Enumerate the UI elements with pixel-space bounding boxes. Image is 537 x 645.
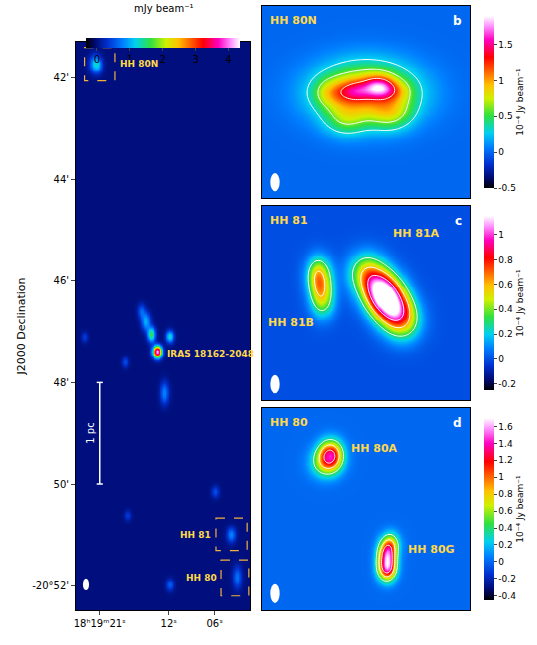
svg-text:48': 48' [54, 377, 69, 388]
svg-text:12ˢ: 12ˢ [161, 618, 178, 629]
svg-text:J2000 Declination: J2000 Declination [15, 278, 28, 376]
svg-text:1.5: 1.5 [498, 40, 512, 50]
svg-text:0: 0 [498, 354, 504, 364]
svg-text:0.6: 0.6 [498, 280, 513, 290]
svg-text:10⁻⁴ Jy beam⁻¹: 10⁻⁴ Jy beam⁻¹ [515, 68, 525, 136]
svg-text:1.4: 1.4 [498, 439, 513, 449]
svg-text:HH 80N: HH 80N [120, 59, 158, 69]
svg-text:0.2: 0.2 [498, 540, 512, 550]
svg-text:b: b [453, 14, 462, 28]
svg-text:-0.2: -0.2 [498, 379, 516, 389]
svg-text:0.4: 0.4 [498, 523, 513, 533]
svg-text:HH 81: HH 81 [180, 530, 211, 540]
svg-text:-20°52': -20°52' [32, 580, 69, 591]
svg-text:c: c [455, 214, 462, 228]
svg-text:10⁻⁴ Jy beam⁻¹: 10⁻⁴ Jy beam⁻¹ [515, 269, 525, 337]
svg-text:0.8: 0.8 [498, 489, 513, 499]
svg-text:10⁻⁴ Jy beam⁻¹: 10⁻⁴ Jy beam⁻¹ [515, 475, 525, 543]
svg-text:0.4: 0.4 [498, 304, 513, 314]
svg-text:1.6: 1.6 [498, 422, 513, 432]
svg-text:-0.4: -0.4 [498, 591, 516, 601]
svg-text:18ʰ19ᵐ21ˢ: 18ʰ19ᵐ21ˢ [74, 618, 126, 629]
svg-text:42': 42' [54, 72, 69, 83]
svg-text:HH 81B: HH 81B [268, 316, 314, 329]
svg-text:HH 80A: HH 80A [351, 442, 398, 455]
svg-text:-0.5: -0.5 [498, 183, 516, 193]
svg-text:1: 1 [498, 472, 504, 482]
svg-text:50': 50' [54, 479, 69, 490]
svg-text:HH 81: HH 81 [270, 214, 308, 227]
svg-text:0.8: 0.8 [498, 255, 513, 265]
svg-text:HH 80: HH 80 [186, 573, 217, 583]
svg-text:1: 1 [127, 54, 133, 65]
svg-text:0: 0 [94, 54, 100, 65]
svg-text:HH 80N: HH 80N [270, 14, 317, 27]
svg-text:mJy beam⁻¹: mJy beam⁻¹ [134, 3, 193, 14]
svg-text:0: 0 [498, 557, 504, 567]
svg-text:3: 3 [192, 54, 198, 65]
svg-text:44': 44' [54, 174, 69, 185]
svg-text:0.5: 0.5 [498, 111, 512, 121]
svg-text:HH 80: HH 80 [270, 416, 308, 429]
svg-text:HH 80G: HH 80G [408, 543, 455, 556]
svg-text:4: 4 [225, 54, 231, 65]
svg-text:d: d [453, 416, 462, 430]
svg-text:-0.2: -0.2 [498, 574, 516, 584]
svg-text:1: 1 [498, 230, 504, 240]
svg-text:1.2: 1.2 [498, 455, 512, 465]
svg-text:2: 2 [159, 54, 165, 65]
svg-text:1: 1 [498, 76, 504, 86]
svg-text:06ˢ: 06ˢ [207, 618, 224, 629]
svg-text:46': 46' [54, 275, 69, 286]
svg-text:0: 0 [498, 147, 504, 157]
svg-text:0.2: 0.2 [498, 329, 512, 339]
svg-text:IRAS 18162-2048: IRAS 18162-2048 [167, 349, 254, 359]
svg-text:1 pc: 1 pc [85, 422, 96, 443]
svg-text:0.6: 0.6 [498, 506, 513, 516]
svg-text:HH 81A: HH 81A [393, 227, 440, 240]
